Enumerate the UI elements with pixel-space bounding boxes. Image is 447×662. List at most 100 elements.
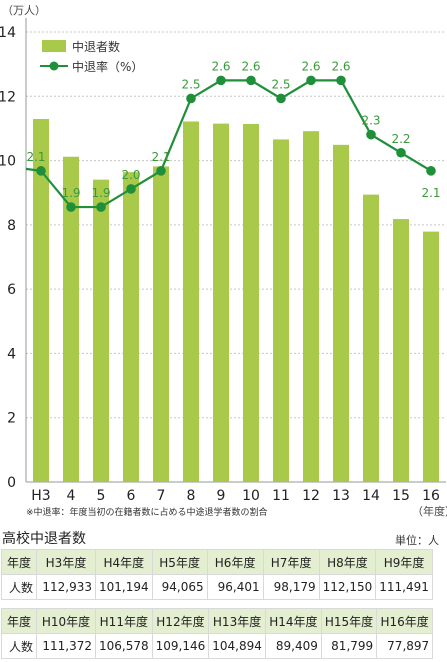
count-cell: 89,409 xyxy=(264,633,322,659)
x-tick-label: H3 xyxy=(31,488,50,504)
x-axis-ticks: H3 4 5 6 7 8 9 10 11 12 13 14 15 16 xyxy=(31,488,440,504)
rate-marker xyxy=(36,166,46,176)
y-axis-label: （万人） xyxy=(2,4,46,17)
legend-bar-label: 中退者数 xyxy=(72,39,120,54)
count-header-cell: 人数 xyxy=(1,574,37,600)
rate-data-label: 2.5 xyxy=(271,77,290,91)
bar-series xyxy=(33,119,439,483)
rate-data-label: 2.6 xyxy=(241,59,260,73)
bar xyxy=(393,219,409,482)
rate-data-label: 2.1 xyxy=(421,186,440,200)
x-tick-label: 10 xyxy=(242,488,260,504)
year-cell: H10年度 xyxy=(36,608,96,634)
rate-data-label: 1.9 xyxy=(61,186,80,200)
rate-data-label: 2.2 xyxy=(391,132,410,146)
table-header-row: 年度 H3年度 H4年度 H5年度 H6年度 H7年度 H8年度 H9年度 xyxy=(1,549,433,575)
rate-data-label: 2.1 xyxy=(151,150,170,164)
rate-marker xyxy=(276,93,286,104)
count-cell: 106,578 xyxy=(95,633,153,659)
dropout-table-part2: 年度 H10年度 H11年度 H12年度 H13年度 H14年度 H15年度 H16年度 人… xyxy=(1,608,434,659)
bar xyxy=(183,121,199,483)
x-tick-label: 15 xyxy=(392,488,410,504)
rate-marker xyxy=(426,166,436,176)
grid-lines xyxy=(25,18,446,483)
bar xyxy=(303,131,319,482)
bar xyxy=(273,139,289,482)
table-unit: 単位：人 xyxy=(395,534,439,547)
legend: 中退者数 中退率（%） xyxy=(40,39,143,74)
year-cell: H12年度 xyxy=(151,608,210,634)
count-cell: 96,401 xyxy=(206,574,264,600)
table-value-row: 人数 111,372 106,578 109,146 104,894 89,409 81,… xyxy=(1,633,434,659)
bar xyxy=(243,124,259,483)
year-cell: H7年度 xyxy=(262,549,320,575)
x-tick-label: 5 xyxy=(97,488,106,504)
bar xyxy=(93,179,109,483)
year-cell: H6年度 xyxy=(206,549,264,575)
rate-marker xyxy=(66,202,76,212)
x-axis-label: （年度） xyxy=(412,504,447,518)
year-cell: H11年度 xyxy=(95,608,153,634)
x-tick-label: 4 xyxy=(67,488,76,504)
legend-line-label: 中退率（%） xyxy=(72,59,143,74)
x-tick-label: 9 xyxy=(217,488,226,504)
year-cell: H4年度 xyxy=(95,549,153,575)
x-tick-label: 16 xyxy=(422,488,440,504)
count-cell: 101,194 xyxy=(95,574,153,600)
x-tick-label: 6 xyxy=(127,488,136,504)
dropout-table-part1: 年度 H3年度 H4年度 H5年度 H6年度 H7年度 H8年度 H9年度 人数 112,9… xyxy=(1,549,433,600)
bar xyxy=(63,156,79,482)
bar xyxy=(153,166,169,483)
rate-data-label: 2.6 xyxy=(331,59,350,73)
y-tick-label: 12 xyxy=(0,89,16,105)
y-tick-label: 4 xyxy=(7,346,16,362)
count-cell: 111,491 xyxy=(375,574,433,600)
rate-marker xyxy=(396,147,406,158)
bar xyxy=(123,172,139,482)
rate-marker xyxy=(246,75,256,86)
year-cell: H5年度 xyxy=(151,549,208,575)
table-header-row: 年度 H10年度 H11年度 H12年度 H13年度 H14年度 H15年度 H16年度 xyxy=(1,608,434,634)
bar xyxy=(363,194,379,482)
dropout-chart: 2.1 1.9 1.9 2.0 2.1 2.5 2.6 2.6 2.5 2.6 2.6 2.3 2.2 2… xyxy=(0,4,447,518)
x-tick-label: 14 xyxy=(362,488,380,504)
count-cell: 111,372 xyxy=(36,633,96,659)
x-tick-label: 8 xyxy=(187,488,196,504)
year-cell: H14年度 xyxy=(264,608,322,634)
legend-line-marker xyxy=(49,61,59,71)
count-cell: 81,799 xyxy=(320,633,378,659)
bar xyxy=(423,231,439,482)
rate-marker xyxy=(216,75,226,86)
year-header-cell: 年度 xyxy=(1,549,37,575)
count-cell: 77,897 xyxy=(376,633,434,659)
rate-line-series: 2.1 1.9 1.9 2.0 2.1 2.5 2.6 2.6 2.5 2.6 2.6 2.3 2.2 2… xyxy=(25,59,441,212)
y-tick-label: 14 xyxy=(0,25,16,41)
rate-marker xyxy=(156,166,166,176)
x-tick-label: 13 xyxy=(332,488,350,504)
rate-marker xyxy=(336,75,346,86)
y-tick-label: 10 xyxy=(0,154,16,170)
rate-data-label: 2.6 xyxy=(211,59,230,73)
count-cell: 104,894 xyxy=(208,633,266,659)
y-tick-label: 0 xyxy=(7,475,16,491)
count-cell: 94,065 xyxy=(151,574,208,600)
rate-marker xyxy=(186,93,196,104)
y-tick-label: 8 xyxy=(7,218,16,234)
table-title: 高校中退者数 xyxy=(2,531,86,547)
rate-marker xyxy=(96,202,106,212)
count-cell: 112,933 xyxy=(36,574,96,600)
rate-data-label: 1.9 xyxy=(91,186,110,200)
count-header-cell: 人数 xyxy=(1,633,37,659)
year-header-cell: 年度 xyxy=(1,608,37,634)
legend-bar-swatch xyxy=(42,40,66,52)
x-tick-label: 7 xyxy=(157,488,166,504)
rate-marker xyxy=(306,75,316,86)
bar xyxy=(213,123,229,482)
year-cell: H16年度 xyxy=(376,608,434,634)
rate-data-label: 2.0 xyxy=(121,168,140,182)
bar xyxy=(333,144,349,483)
count-cell: 98,179 xyxy=(262,574,320,600)
x-tick-label: 11 xyxy=(272,488,290,504)
count-cell: 109,146 xyxy=(151,633,210,659)
rate-data-label: 2.3 xyxy=(361,114,380,128)
